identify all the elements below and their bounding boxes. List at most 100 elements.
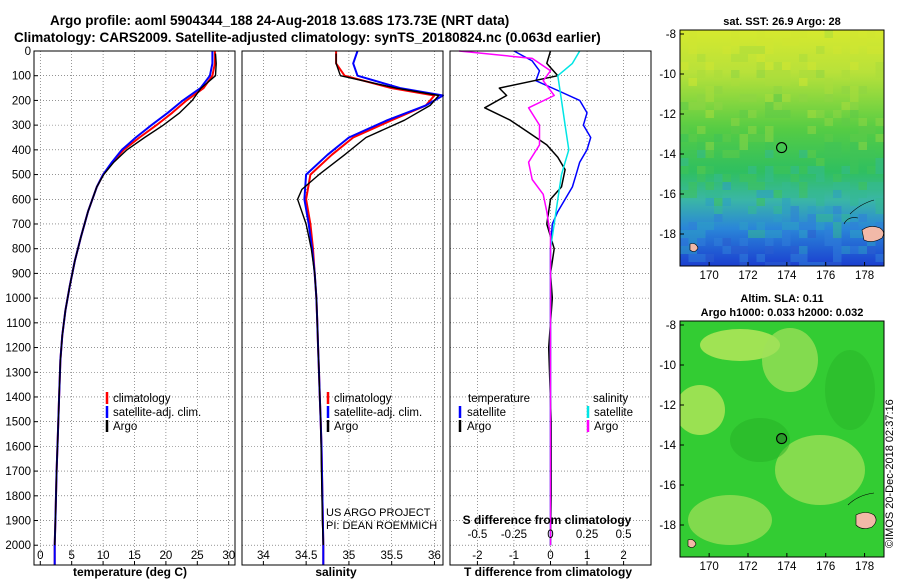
sst-cell	[858, 86, 867, 94]
sst-map-tick-labels: 170 172 174 176 178 -8 -10 -12 -14 -16 -18	[659, 29, 874, 282]
sst-cell	[824, 30, 833, 38]
sst-cell	[731, 70, 740, 78]
sst-cell	[739, 238, 748, 246]
sst-cell	[816, 166, 825, 174]
sst-cell	[697, 150, 706, 158]
sla-map-frame	[679, 320, 885, 558]
sla-high-patch	[775, 435, 865, 505]
legend-climatology: climatology	[334, 393, 392, 405]
sst-cell	[739, 246, 748, 254]
sst-cell	[748, 126, 757, 134]
sst-cell	[824, 206, 833, 214]
sst-cell	[858, 246, 867, 254]
sst-cell	[833, 238, 842, 246]
argo-marker-circle	[776, 433, 788, 445]
island-shape	[687, 539, 697, 548]
sst-cell	[799, 246, 808, 254]
series-line-salinity-satellite	[549, 50, 581, 546]
sst-cell	[850, 46, 859, 54]
x-tick-label: 1	[584, 550, 590, 562]
sst-cell	[841, 70, 850, 78]
t-difference-tick-labels: -2 -1 0 1 2	[472, 550, 627, 565]
sst-cell	[875, 222, 884, 230]
sst-cell	[697, 142, 706, 150]
map-y-tick-label: -18	[659, 229, 676, 241]
sst-cell	[739, 110, 748, 118]
series-line-temperature-argo	[483, 50, 566, 546]
map-x-tick-label: 176	[816, 561, 835, 573]
coastline	[849, 199, 875, 215]
sst-cell	[824, 134, 833, 142]
y-tick-label: 1800	[5, 491, 31, 503]
sst-cell	[782, 222, 791, 230]
map-y-tick-label: -10	[659, 69, 676, 81]
sst-cell	[680, 126, 689, 134]
argo-location-marker	[776, 433, 788, 445]
sst-cell	[714, 206, 723, 214]
sst-cell	[705, 110, 714, 118]
sst-cell	[748, 182, 757, 190]
sst-cell	[739, 254, 748, 262]
figure-title-line1: Argo profile: aoml 5904344_188 24-Aug-20…	[50, 13, 509, 28]
sst-cell	[782, 238, 791, 246]
sst-cell	[714, 70, 723, 78]
sst-cell	[833, 254, 842, 262]
y-tick-label: 1700	[5, 466, 31, 478]
sst-cell	[773, 166, 782, 174]
sst-cell	[722, 198, 731, 206]
sst-cell	[824, 78, 833, 86]
sst-cell	[841, 166, 850, 174]
sst-cell	[799, 222, 808, 230]
sst-cell	[722, 174, 731, 182]
sst-cell	[697, 222, 706, 230]
sst-cell	[807, 230, 816, 238]
sst-cell	[680, 238, 689, 246]
sst-cell	[833, 46, 842, 54]
sla-high-patch	[762, 328, 818, 392]
sst-cell	[807, 214, 816, 222]
sst-cell	[756, 134, 765, 142]
sst-cell	[875, 70, 884, 78]
sst-cell	[833, 222, 842, 230]
sst-cell	[799, 254, 808, 262]
x-tick-label: -2	[472, 550, 482, 562]
sst-cell	[867, 246, 876, 254]
map-y-tick-label: -16	[659, 480, 676, 492]
sst-cell	[765, 126, 774, 134]
sst-cell	[773, 206, 782, 214]
sst-cell	[875, 254, 884, 262]
sst-cell	[773, 230, 782, 238]
salinity-grid	[242, 50, 443, 565]
difference-lines	[459, 50, 592, 546]
y-tick-label: 500	[12, 170, 31, 182]
sst-cell	[816, 158, 825, 166]
s-diff-tick-label: 0	[547, 529, 553, 541]
sst-cell	[790, 214, 799, 222]
sst-cell	[688, 102, 697, 110]
series-line-climatology	[53, 51, 216, 565]
sst-cell	[850, 94, 859, 102]
sst-cell	[858, 190, 867, 198]
sst-cell	[799, 190, 808, 198]
sst-cell	[697, 102, 706, 110]
sst-cell	[688, 150, 697, 158]
x-tick-label: 35.5	[380, 550, 402, 562]
sst-cell	[867, 150, 876, 158]
sst-cell	[816, 198, 825, 206]
difference-panel: -2 -1 0 1 2 -0.5 -0.25 0 0.25 0.5 S difference f…	[449, 50, 652, 579]
legend-argo: Argo	[113, 421, 137, 433]
sst-cell	[731, 78, 740, 86]
depth-tick-labels: 0 100 200 300 400 500 600 700 800 900 1000 1100 1200…	[5, 46, 38, 552]
sst-cell	[765, 38, 774, 46]
project-credit: US ARGO PROJECT	[326, 507, 431, 519]
x-tick-label: 15	[128, 550, 141, 562]
sla-low-patch	[825, 350, 875, 430]
temperature-legend: climatology satellite-adj. clim. Argo	[105, 392, 201, 433]
sst-cell	[748, 230, 757, 238]
legend-salinity-argo: Argo	[594, 421, 618, 433]
coastline	[847, 492, 875, 506]
sst-cell	[765, 134, 774, 142]
sst-cell	[782, 94, 791, 102]
sst-cell	[756, 62, 765, 70]
sst-map-frame	[679, 29, 885, 267]
